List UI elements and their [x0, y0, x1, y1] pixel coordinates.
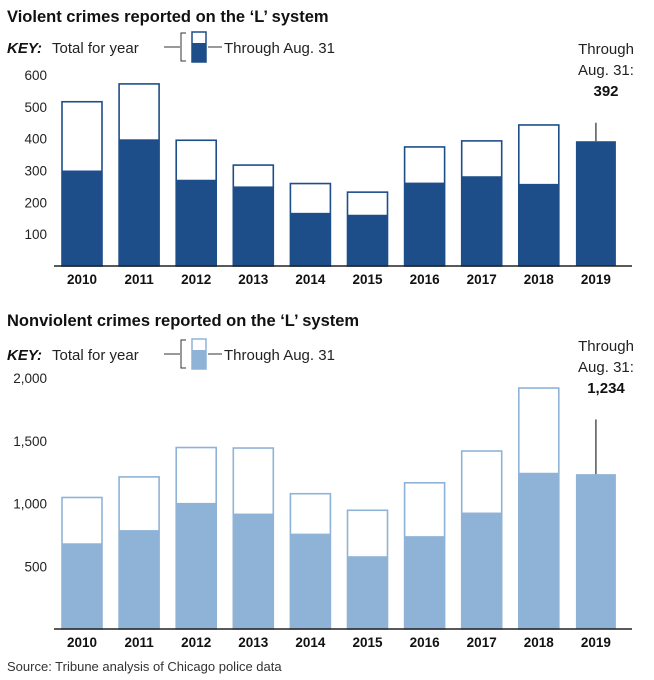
bar-through-2016 [404, 182, 445, 266]
callout-text-line2: Aug. 31: [578, 359, 634, 376]
legend: KEY: Total for year Through Aug. 31 [7, 338, 335, 370]
legend-key-label: KEY: [7, 40, 42, 57]
legend-swatch-through [192, 350, 206, 369]
callout-text-line1: Through [578, 41, 634, 58]
bar-through-2011 [119, 530, 160, 629]
x-tick-label: 2012 [181, 272, 211, 287]
nonviolent-crimes-chart: Nonviolent crimes reported on the ‘L’ sy… [7, 312, 634, 650]
legend: KEY: Total for year Through Aug. 31 [7, 31, 335, 63]
x-tick-label: 2010 [67, 635, 97, 650]
source-note: Source: Tribune analysis of Chicago poli… [7, 659, 282, 674]
bar-through-2018 [518, 472, 559, 629]
legend-bracket [180, 32, 186, 62]
y-tick-label: 400 [24, 132, 47, 147]
x-tick-label: 2016 [410, 635, 441, 650]
chart-title: Nonviolent crimes reported on the ‘L’ sy… [7, 312, 359, 330]
bar-through-2012 [176, 179, 217, 266]
x-tick-label: 2018 [524, 635, 555, 650]
x-tick-label: 2014 [295, 635, 326, 650]
y-tick-label: 500 [24, 100, 47, 115]
x-tick-label: 2013 [238, 272, 269, 287]
x-tick-label: 2016 [410, 272, 441, 287]
y-tick-label: 500 [24, 559, 47, 574]
legend-total-label: Total for year [52, 40, 139, 57]
bar-through-2010 [62, 543, 102, 629]
bar-through-2016 [404, 536, 445, 629]
callout-text-line1: Through [578, 338, 634, 355]
bar-through-2019 [575, 474, 616, 629]
violent-crimes-chart: Violent crimes reported on the ‘L’ syste… [7, 8, 634, 287]
x-tick-label: 2015 [352, 635, 383, 650]
legend-bracket [180, 339, 186, 369]
y-tick-label: 2,000 [13, 371, 47, 386]
chart-title: Violent crimes reported on the ‘L’ syste… [7, 8, 329, 26]
y-tick-label: 1,000 [13, 497, 47, 512]
x-tick-label: 2019 [581, 272, 611, 287]
x-tick-label: 2011 [124, 272, 154, 287]
callout-value: 392 [593, 83, 618, 100]
bar-through-2014 [290, 212, 331, 266]
legend-key-label: KEY: [7, 347, 42, 364]
x-tick-label: 2014 [295, 272, 326, 287]
x-tick-label: 2013 [238, 635, 269, 650]
x-tick-label: 2017 [467, 272, 497, 287]
bar-through-2015 [347, 556, 388, 629]
bar-through-2012 [176, 502, 217, 629]
bar-through-2018 [518, 183, 559, 266]
callout-text-line2: Aug. 31: [578, 62, 634, 79]
y-tick-label: 200 [24, 195, 47, 210]
bar-through-2019 [575, 141, 616, 266]
x-tick-label: 2011 [124, 635, 154, 650]
x-tick-label: 2019 [581, 635, 611, 650]
bar-through-2013 [233, 186, 274, 266]
y-tick-label: 100 [24, 227, 47, 242]
y-tick-label: 1,500 [13, 434, 47, 449]
bar-through-2010 [62, 170, 102, 266]
x-tick-label: 2012 [181, 635, 211, 650]
bar-through-2017 [461, 176, 502, 266]
x-tick-label: 2010 [67, 272, 97, 287]
y-tick-label: 600 [24, 68, 47, 83]
bar-through-2013 [233, 513, 274, 629]
x-tick-label: 2017 [467, 635, 497, 650]
callout-value: 1,234 [587, 380, 625, 397]
legend-through-label: Through Aug. 31 [224, 40, 335, 57]
bar-through-2017 [461, 512, 502, 629]
legend-total-label: Total for year [52, 347, 139, 364]
x-tick-label: 2015 [352, 272, 383, 287]
legend-swatch-through [192, 43, 206, 62]
bar-through-2015 [347, 214, 388, 266]
x-tick-label: 2018 [524, 272, 555, 287]
y-tick-label: 300 [24, 164, 47, 179]
bar-through-2011 [119, 139, 160, 266]
bar-through-2014 [290, 533, 331, 629]
legend-through-label: Through Aug. 31 [224, 347, 335, 364]
